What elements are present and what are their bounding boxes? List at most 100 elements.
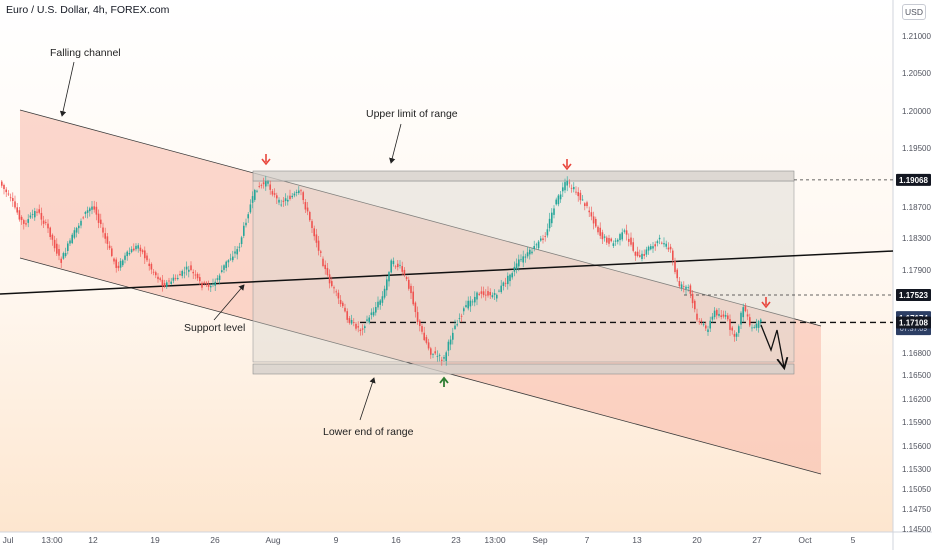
time-axis[interactable]: Jul 13:00 12 19 26 Aug 9 16 23 13:00 Sep 7 13 20 27 Oct… [3, 535, 856, 545]
price-axis[interactable]: 1.21000 1.20500 1.20000 1.19500 1.18700 1.183… [902, 32, 931, 534]
candle [243, 222, 245, 239]
price-tick-label: 1.20500 [902, 69, 931, 78]
candle [42, 215, 45, 229]
candle [419, 319, 421, 332]
symbol-title[interactable]: Euro / U.S. Dollar, 4h, FOREX.com [6, 4, 170, 16]
candle [573, 182, 575, 193]
candle [236, 246, 238, 260]
candle [489, 288, 491, 299]
candle [359, 328, 362, 336]
candle [529, 247, 531, 260]
candle [555, 197, 557, 206]
price-tick-label: 1.15600 [902, 442, 931, 451]
candle [480, 286, 483, 299]
candle [229, 253, 232, 261]
candle [29, 212, 32, 219]
candle [289, 189, 291, 201]
candle [350, 314, 353, 325]
candle [306, 202, 309, 216]
up-arrow-icon [439, 376, 449, 387]
candle [672, 248, 674, 266]
candle [500, 279, 502, 294]
candle [597, 225, 599, 235]
candle [192, 269, 194, 279]
range-box[interactable] [252, 180, 795, 363]
candle [590, 206, 593, 221]
candle [381, 291, 384, 306]
candle [625, 224, 628, 241]
candle [399, 260, 401, 269]
candle [546, 223, 549, 238]
candle [460, 313, 463, 323]
candle [733, 330, 736, 342]
candle [157, 273, 159, 283]
candle [694, 299, 696, 313]
candle [3, 183, 5, 195]
candle [661, 241, 663, 245]
candle [16, 202, 18, 215]
candle [551, 208, 553, 227]
candle [339, 295, 342, 307]
candle [603, 234, 606, 242]
candle [432, 352, 434, 359]
range-top-band[interactable] [252, 170, 795, 182]
candle [731, 325, 733, 335]
candle [18, 206, 21, 222]
candle [515, 258, 518, 274]
price-label: 1.17108 [896, 316, 931, 329]
candle [199, 273, 201, 285]
time-tick-label: 12 [88, 535, 98, 545]
candle [520, 254, 522, 263]
candle [729, 314, 731, 336]
candle [606, 235, 608, 246]
candle [744, 303, 747, 313]
candle [14, 195, 16, 210]
range-bottom-band[interactable] [252, 363, 795, 375]
candle [60, 256, 62, 269]
time-tick-label: 27 [752, 535, 762, 545]
candle [190, 261, 192, 272]
candle [45, 219, 47, 226]
currency-button[interactable]: USD [902, 4, 926, 20]
candle [159, 276, 161, 282]
candle [284, 193, 287, 206]
candle [643, 249, 645, 260]
candle [150, 262, 153, 275]
candle [592, 211, 595, 230]
candle [194, 270, 197, 280]
time-tick-label: 13 [632, 535, 642, 545]
candle [487, 286, 489, 298]
candle [240, 235, 243, 248]
candle [705, 321, 707, 332]
lower-end-label: Lower end of range [323, 426, 414, 438]
candle [280, 199, 282, 207]
candle [80, 218, 82, 229]
candle [557, 193, 560, 207]
candle [262, 177, 265, 189]
candle [31, 209, 34, 219]
candle [260, 183, 263, 189]
candle [254, 188, 256, 202]
candle [108, 241, 111, 250]
candle [390, 258, 392, 274]
candle [691, 290, 694, 309]
candle [652, 242, 654, 253]
support-level-label: Support level [184, 322, 245, 334]
candle [361, 324, 364, 336]
support-trendline[interactable] [0, 250, 894, 295]
candle [82, 216, 84, 220]
channel-upper-line[interactable] [19, 109, 822, 327]
candle [641, 250, 643, 262]
candle [669, 243, 672, 253]
candle [463, 306, 465, 315]
candle [663, 237, 665, 248]
candle [278, 197, 280, 206]
candle [216, 275, 219, 282]
projection-arrow[interactable] [760, 324, 784, 367]
candle [56, 238, 58, 256]
candle [377, 296, 379, 310]
candle [474, 291, 476, 307]
